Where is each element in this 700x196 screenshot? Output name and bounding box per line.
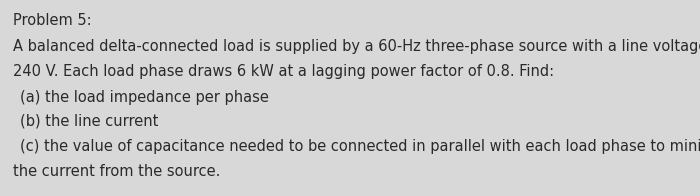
Text: (b) the line current: (b) the line current: [20, 113, 158, 128]
Text: the current from the source.: the current from the source.: [13, 164, 220, 179]
Text: (c) the value of capacitance needed to be connected in parallel with each load p: (c) the value of capacitance needed to b…: [20, 139, 700, 153]
Text: A balanced delta-connected load is supplied by a 60-Hz three-phase source with a: A balanced delta-connected load is suppl…: [13, 39, 700, 54]
Text: Problem 5:: Problem 5:: [13, 13, 91, 28]
Text: 240 V. Each load phase draws 6 kW at a lagging power factor of 0.8. Find:: 240 V. Each load phase draws 6 kW at a l…: [13, 64, 554, 79]
Text: (a) the load impedance per phase: (a) the load impedance per phase: [20, 90, 269, 104]
